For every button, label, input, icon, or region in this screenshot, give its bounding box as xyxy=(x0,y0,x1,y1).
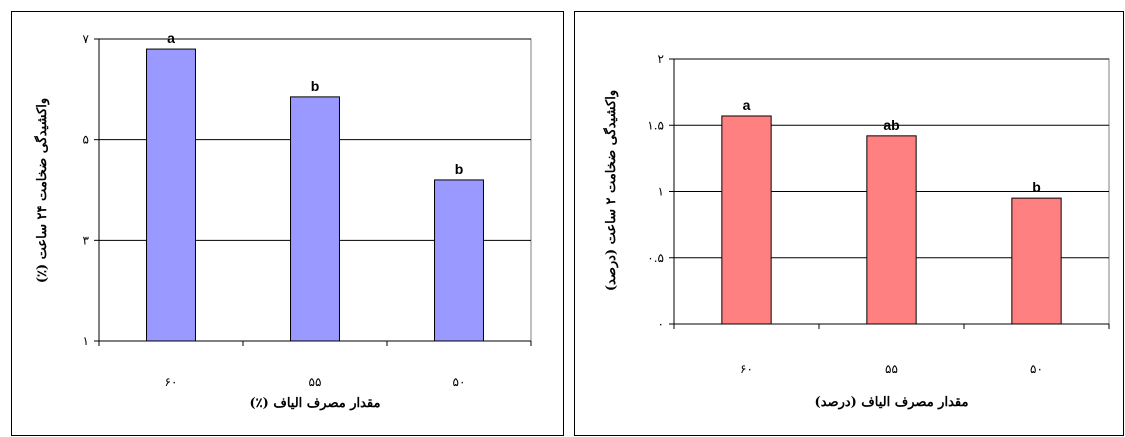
significance-letter: a xyxy=(743,97,751,113)
significance-letter: b xyxy=(455,161,464,177)
chart-panel-left: ۱ ۳ ۵ ۷ a ۶۰ b ۵۵ b ۵۰ واکشیدگی ضخامت ۲۴ ساعت (٪)… xyxy=(11,11,564,436)
x-axis-title-left: مقدار مصرف الیاف (٪) xyxy=(249,396,381,411)
bar-chart-left: ۱ ۳ ۵ ۷ a ۶۰ b ۵۵ b ۵۰ xyxy=(83,30,532,389)
bar xyxy=(146,48,196,342)
bar xyxy=(434,179,484,342)
y-tick-label: ۱ xyxy=(658,185,664,199)
y-axis-title-left: واکشیدگی ضخامت ۲۴ ساعت (٪) xyxy=(34,97,50,283)
x-tick-label: ۶۰ xyxy=(165,375,178,389)
chart-panel-right: ۰ ۰.۵ ۱ ۱.۵ ۲ a ۶۰ ab ۵۵ b ۵۰ واکشیدگی ضخامت ۲ ساع… xyxy=(574,11,1124,436)
y-tick-label: ۵ xyxy=(83,133,89,147)
bar-chart-right: ۰ ۰.۵ ۱ ۱.۵ ۲ a ۶۰ ab ۵۵ b ۵۰ xyxy=(647,52,1110,376)
y-axis-title-right: واکشیدگی ضخامت ۲ ساعت (درصد) xyxy=(603,89,619,291)
bar xyxy=(721,115,772,325)
y-tick-label: ۱.۵ xyxy=(647,118,664,132)
bar xyxy=(866,135,917,325)
x-tick-label: ۵۵ xyxy=(309,375,322,389)
x-tick-label: ۵۰ xyxy=(1030,362,1043,376)
y-tick-label: ۷ xyxy=(83,32,90,46)
y-tick-label: ۱ xyxy=(83,334,89,348)
bar xyxy=(1011,197,1062,325)
x-tick-label: ۶۰ xyxy=(740,362,753,376)
y-tick-label: ۳ xyxy=(83,233,90,247)
significance-letter: a xyxy=(167,30,175,46)
significance-letter: ab xyxy=(883,117,899,133)
bar xyxy=(290,96,340,342)
significance-letter: b xyxy=(311,78,320,94)
x-axis-title-right: مقدار مصرف الیاف (درصد) xyxy=(814,395,969,410)
y-tick-label: ۰.۵ xyxy=(647,251,664,265)
significance-letter: b xyxy=(1032,179,1041,195)
x-tick-label: ۵۰ xyxy=(453,375,466,389)
y-tick-label: ۰ xyxy=(658,317,664,331)
y-tick-label: ۲ xyxy=(658,52,664,66)
x-tick-label: ۵۵ xyxy=(885,362,898,376)
